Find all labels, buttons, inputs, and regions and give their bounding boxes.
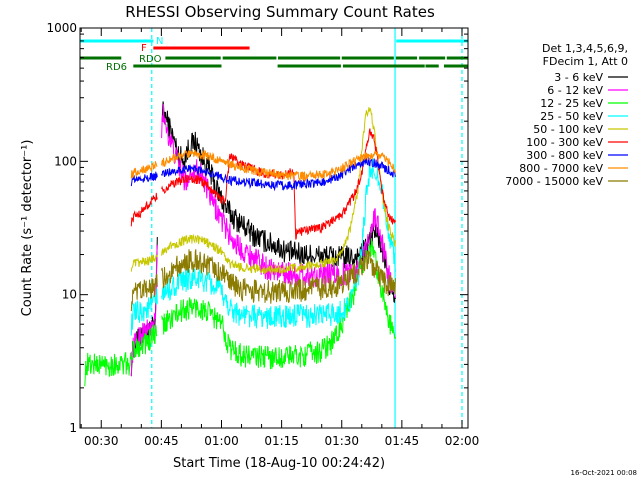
legend-label: 3 - 6 keV [554,71,603,84]
vertical-markers [151,28,463,428]
x-axis-label: Start Time (18-Aug-10 00:24:42) [173,456,385,471]
y-tick-label: 100 [54,154,77,168]
x-tick-label: 01:00 [204,434,239,448]
series-line-800-7000keV [130,161,158,179]
x-axis: 00:30 00:45 01:00 01:15 01:30 01:45 02:00 [80,28,480,448]
plot-frame [79,27,469,429]
series-line-800-7000keV [161,149,396,183]
flag-label-n: N [156,36,163,47]
y-axis: 1 10 100 1000 [46,21,468,435]
y-tick-label: 10 [62,288,77,302]
legend-label: 25 - 50 keV [540,110,603,123]
series-line-50-100keV [161,107,396,275]
y-tick-label: 1 [69,421,77,435]
series-line-25-50keV [161,158,396,329]
y-axis-label: Count Rate (s⁻¹ detector⁻¹) [20,140,35,317]
legend-label: 100 - 300 keV [526,136,603,149]
series-line-50-100keV [130,254,158,272]
series-line-100-300keV [130,192,158,227]
legend-label: 6 - 12 keV [547,84,603,97]
legend-label: 12 - 25 keV [540,97,603,110]
legend-label: 7000 - 15000 keV [505,175,603,188]
series-line-25-50keV [130,288,158,336]
legend-label: 300 - 800 keV [526,149,603,162]
x-tick-label: 01:15 [264,434,299,448]
flag-label-rdo: RDO [139,54,162,65]
series-line-7000-15000keV [130,273,158,312]
x-tick-label: 00:45 [144,434,179,448]
legend-label: 50 - 100 keV [533,123,603,136]
legend: Det 1,3,4,5,6,9, FDecim 1, Att 0 3 - 6 k… [505,42,628,188]
x-tick-label: 00:30 [84,434,119,448]
series-line-3-6keV [161,101,396,304]
legend-header-line-1: Det 1,3,4,5,6,9, [542,42,628,55]
flag-label-f: F [141,43,147,54]
legend-header-line-2: FDecim 1, Att 0 [543,55,628,68]
series-line-300-800keV [130,171,158,187]
series-line-6-12keV [130,244,158,377]
legend-label: 800 - 7000 keV [519,162,603,175]
x-tick-label: 01:45 [385,434,420,448]
series-line-300-800keV [161,156,396,192]
flag-label-rd6: RD6 [106,62,127,73]
x-tick-label: 01:30 [324,434,359,448]
x-tick-label: 02:00 [445,434,480,448]
footer-date: 16-Oct-2021 00:08 [571,469,637,477]
series-line-6-12keV [161,103,396,299]
series-line-7000-15000keV [161,249,396,304]
series-line-12-25keV [84,324,158,387]
series-lines [84,101,396,387]
y-tick-label: 1000 [46,21,77,35]
chart-title: RHESSI Observing Summary Count Rates [125,3,435,21]
